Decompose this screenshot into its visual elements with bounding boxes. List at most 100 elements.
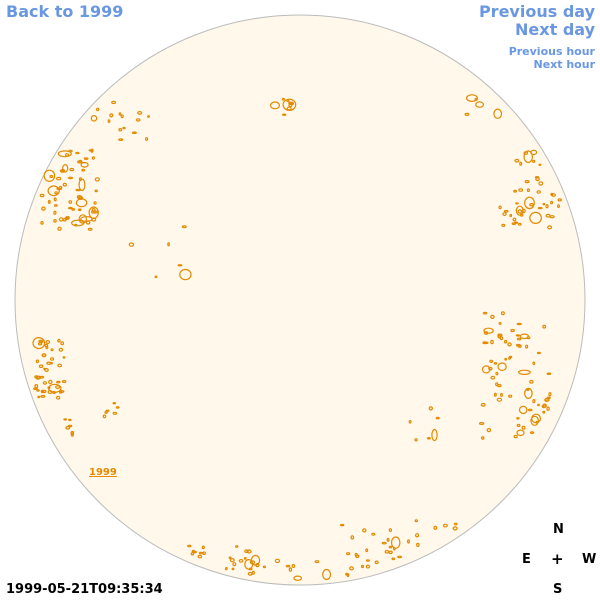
contour-blob — [494, 392, 497, 397]
contour-blob — [365, 564, 371, 569]
contour-blob — [527, 408, 533, 412]
contour-blob — [93, 201, 97, 205]
back-to-year-link[interactable]: Back to 1999 — [6, 2, 124, 21]
contour-blob — [550, 200, 554, 205]
contour-blob — [521, 208, 526, 214]
contour-blob — [78, 214, 88, 224]
contour-blob — [40, 394, 46, 398]
contour-blob — [545, 204, 549, 209]
contour-blob — [94, 189, 98, 193]
contour-blob — [483, 341, 489, 345]
contour-blob — [516, 416, 520, 420]
contour-blob — [499, 336, 504, 341]
contour-blob — [550, 192, 554, 196]
contour-blob — [416, 542, 420, 548]
contour-blob — [75, 188, 81, 192]
contour-blob — [529, 379, 534, 384]
contour-blob — [105, 409, 110, 412]
contour-blob — [81, 168, 86, 172]
contour-blob — [464, 112, 470, 117]
contour-blob — [530, 415, 540, 426]
contour-blob — [41, 389, 47, 394]
contour-blob — [537, 206, 543, 210]
contour-blob — [61, 380, 67, 384]
contour-blob — [76, 195, 82, 200]
contour-blob — [47, 185, 60, 197]
contour-blob — [547, 225, 553, 230]
contour-blob — [516, 322, 522, 326]
contour-blob — [529, 431, 535, 435]
contour-blob — [532, 361, 536, 366]
contour-blob — [523, 150, 533, 163]
contour-blob — [524, 344, 529, 349]
contour-blob — [428, 406, 433, 411]
contour-blob — [504, 357, 508, 361]
contour-blob — [282, 113, 287, 116]
contour-blob — [187, 544, 192, 548]
contour-blob — [285, 564, 291, 568]
contour-blob — [56, 380, 61, 384]
contour-blob — [509, 213, 513, 218]
contour-blob — [524, 196, 535, 210]
contour-blob — [167, 242, 171, 247]
contour-blob — [57, 363, 63, 368]
contour-blob — [350, 535, 355, 540]
contour-blob — [291, 563, 296, 568]
contour-blob — [516, 429, 525, 437]
contour-blob — [288, 103, 293, 108]
previous-hour-link[interactable]: Previous hour — [508, 45, 595, 58]
contour-blob — [85, 220, 91, 225]
contour-blob — [88, 149, 94, 152]
contour-blob — [231, 567, 235, 571]
contour-blob — [112, 402, 117, 405]
contour-blob — [519, 161, 523, 166]
contour-blob — [179, 268, 192, 281]
contour-blob — [414, 519, 418, 523]
contour-blob — [497, 384, 502, 388]
contour-blob — [87, 227, 93, 231]
contour-blob — [544, 398, 550, 402]
contour-blob — [354, 552, 358, 557]
contour-blob — [392, 547, 396, 551]
contour-blob — [497, 362, 507, 372]
contour-blob — [537, 403, 540, 407]
next-day-link[interactable]: Next day — [515, 20, 595, 39]
contour-blob — [497, 334, 502, 339]
contour-blob — [546, 396, 551, 400]
contour-blob — [58, 347, 64, 352]
contour-blob — [122, 126, 126, 130]
contour-blob — [55, 395, 61, 400]
contour-blob — [234, 545, 239, 548]
contour-blob — [62, 182, 67, 187]
contour-blob — [515, 202, 519, 205]
previous-day-link[interactable]: Previous day — [478, 2, 595, 21]
next-hour-link[interactable]: Next hour — [533, 58, 596, 71]
contour-blob — [513, 189, 517, 193]
compass-south: S — [553, 582, 563, 597]
contour-blob — [542, 403, 547, 408]
year-label[interactable]: 1999 — [89, 467, 117, 478]
contour-blob — [262, 565, 266, 569]
contour-blob — [48, 379, 53, 385]
observation-timestamp: 1999-05-21T09:35:34 — [6, 582, 163, 597]
contour-blob — [94, 177, 100, 182]
contour-blob — [62, 356, 66, 359]
contour-blob — [35, 375, 42, 380]
contour-blob — [516, 423, 521, 428]
contour-blob — [131, 131, 137, 134]
contour-blob — [181, 225, 187, 229]
contour-blob — [70, 430, 75, 436]
contour-blob — [50, 348, 54, 352]
contour-blob — [536, 351, 541, 355]
contour-blob — [493, 362, 498, 365]
contour-blob — [478, 422, 485, 426]
magnetogram-contours — [32, 94, 562, 581]
contour-blob — [38, 339, 44, 344]
contour-blob — [524, 387, 533, 399]
contour-blob — [67, 206, 73, 210]
contour-blob — [251, 570, 255, 575]
contour-blob — [340, 523, 345, 527]
contour-blob — [107, 119, 111, 123]
contour-blob — [512, 217, 517, 222]
contour-blob — [74, 223, 78, 227]
